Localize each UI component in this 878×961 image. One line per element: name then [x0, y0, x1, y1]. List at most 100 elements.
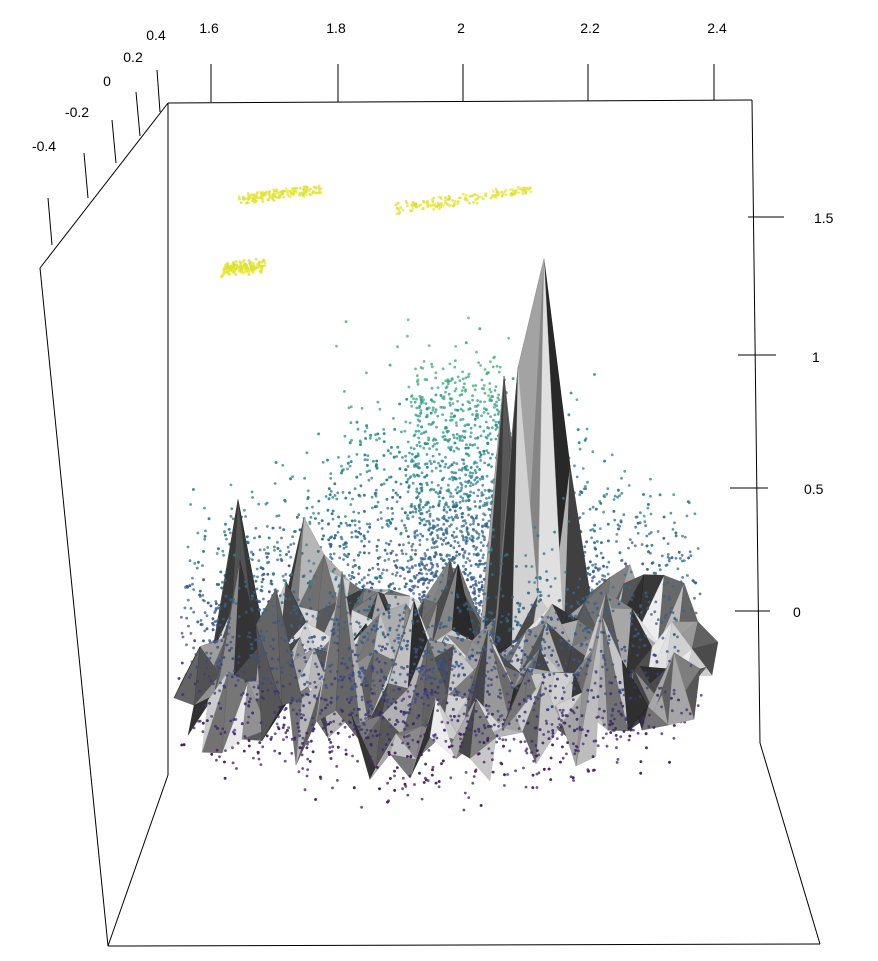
- data-point: [386, 781, 389, 785]
- data-point: [636, 531, 640, 535]
- data-point: [505, 672, 508, 676]
- data-point: [485, 408, 488, 412]
- data-point: [441, 431, 445, 434]
- data-point: [419, 646, 423, 649]
- data-point: [269, 579, 273, 583]
- data-point: [411, 566, 414, 570]
- data-point: [450, 445, 453, 449]
- data-point: [467, 316, 470, 320]
- data-point: [435, 425, 438, 429]
- data-point: [506, 773, 509, 776]
- data-point: [434, 551, 438, 555]
- data-point: [287, 564, 291, 568]
- data-point: [455, 527, 459, 530]
- data-point: [439, 469, 442, 473]
- data-point: [343, 390, 346, 393]
- data-point: [386, 642, 389, 646]
- data-point: [305, 188, 309, 192]
- data-point: [492, 356, 496, 360]
- data-point: [555, 737, 559, 740]
- data-point: [467, 479, 471, 483]
- data-point: [553, 626, 557, 630]
- data-point: [250, 490, 254, 494]
- data-point: [475, 514, 479, 518]
- data-point: [474, 602, 478, 605]
- data-point: [585, 540, 588, 544]
- data-point: [444, 536, 448, 540]
- data-point: [330, 512, 334, 516]
- data-point: [395, 455, 399, 458]
- data-point: [676, 567, 680, 571]
- data-point: [483, 615, 487, 619]
- data-point: [396, 493, 400, 497]
- data-point: [646, 506, 650, 510]
- data-point: [439, 486, 443, 490]
- data-point: [527, 187, 531, 191]
- data-point: [618, 494, 621, 497]
- data-point: [474, 482, 478, 485]
- data-point: [495, 423, 498, 427]
- data-point: [594, 547, 597, 551]
- data-point: [487, 712, 490, 716]
- data-point: [651, 561, 655, 565]
- data-point: [452, 415, 456, 419]
- data-point: [274, 714, 278, 718]
- data-point: [673, 521, 676, 525]
- data-point: [303, 648, 307, 652]
- data-point: [262, 572, 266, 576]
- data-point: [638, 638, 642, 642]
- data-point: [615, 737, 619, 741]
- data-point: [472, 201, 475, 204]
- data-point: [513, 673, 517, 677]
- data-point: [191, 582, 194, 586]
- data-point: [478, 451, 482, 454]
- data-point: [260, 681, 264, 685]
- data-point: [436, 386, 440, 390]
- data-point: [686, 574, 689, 577]
- data-point: [594, 563, 597, 566]
- data-point: [343, 434, 347, 438]
- data-point: [425, 413, 429, 417]
- data-point: [442, 532, 445, 535]
- data-point: [430, 571, 434, 574]
- data-point: [379, 511, 383, 514]
- data-point: [460, 515, 464, 519]
- data-point: [436, 536, 440, 540]
- data-point: [368, 568, 371, 572]
- data-point: [256, 266, 260, 270]
- data-point: [569, 391, 573, 395]
- data-point: [615, 761, 619, 764]
- data-point: [641, 562, 645, 566]
- data-point: [509, 188, 512, 192]
- data-point: [256, 575, 259, 579]
- data-point: [322, 534, 325, 538]
- data-point: [271, 647, 275, 651]
- data-point: [421, 598, 425, 602]
- data-point: [304, 193, 308, 196]
- data-point: [300, 753, 304, 757]
- data-point: [425, 462, 429, 465]
- data-point: [417, 429, 421, 433]
- data-point: [644, 671, 647, 675]
- data-point: [616, 527, 620, 531]
- data-point: [377, 580, 381, 584]
- data-point: [452, 536, 456, 539]
- data-point: [473, 423, 477, 427]
- data-point: [410, 588, 414, 592]
- data-point: [483, 368, 487, 371]
- data-point: [234, 273, 238, 276]
- data-point: [484, 435, 488, 439]
- data-point: [464, 535, 468, 539]
- data-point: [441, 367, 445, 371]
- data-point: [363, 510, 366, 513]
- data-point: [260, 268, 264, 272]
- data-point: [408, 567, 411, 570]
- data-point: [370, 760, 374, 764]
- data-point: [416, 380, 419, 384]
- data-point: [489, 390, 493, 394]
- data-point: [676, 635, 679, 639]
- data-point: [274, 195, 278, 199]
- data-point: [590, 579, 594, 583]
- data-point: [444, 528, 448, 532]
- data-point: [330, 557, 334, 561]
